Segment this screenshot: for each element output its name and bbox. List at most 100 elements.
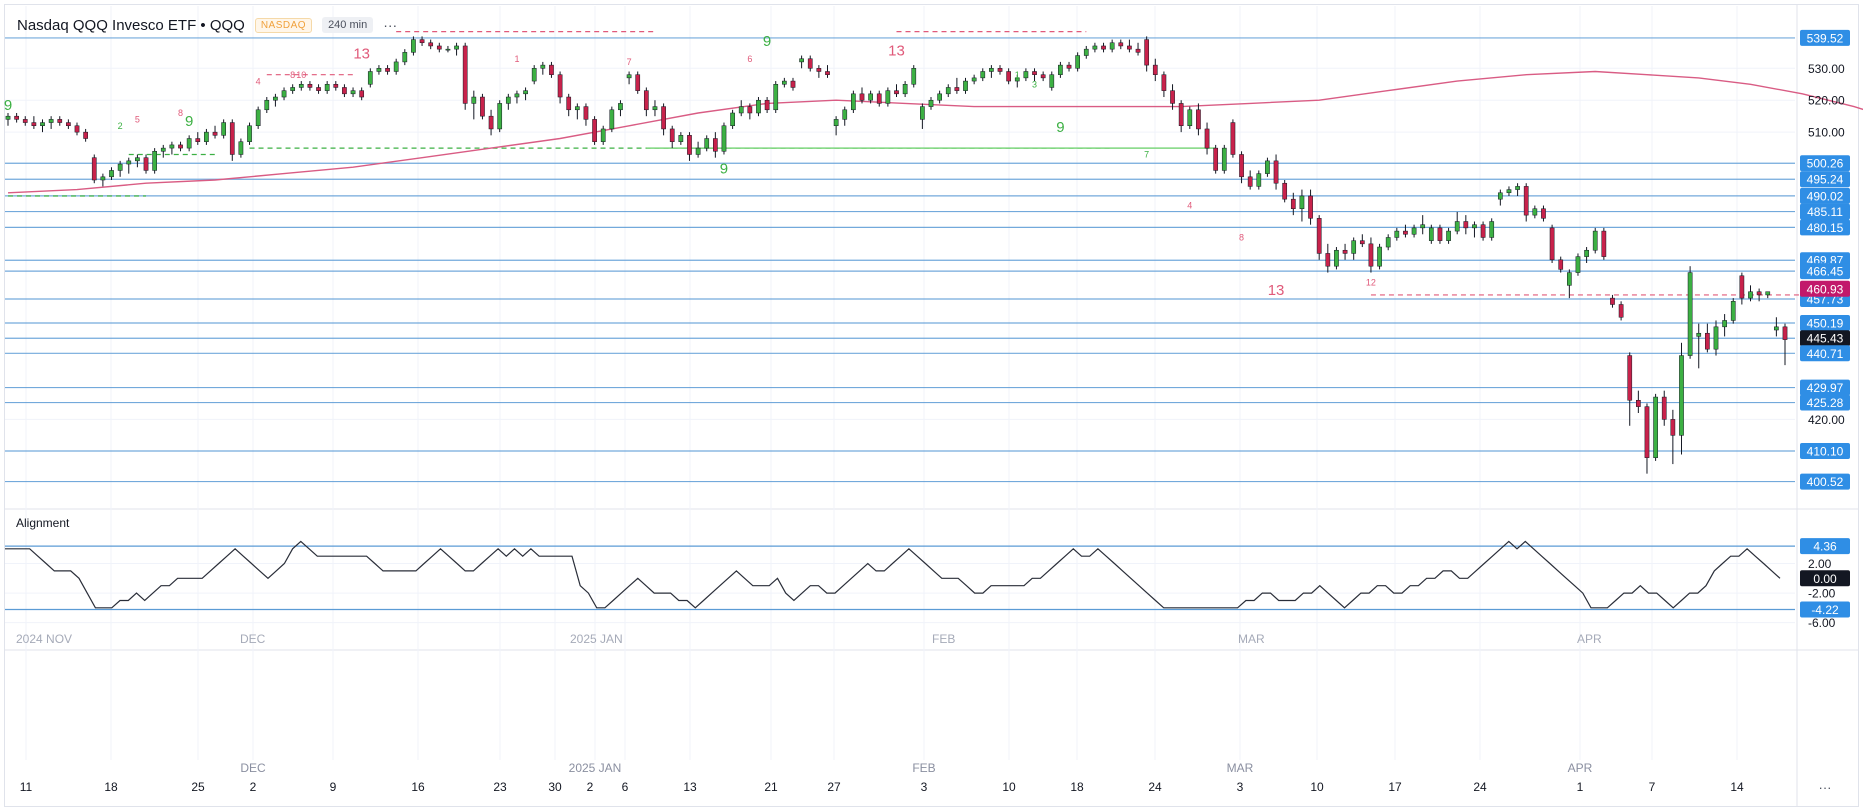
oscillator-level-label-bg xyxy=(1800,601,1850,618)
candle-body xyxy=(411,39,416,53)
candle-body xyxy=(1299,195,1305,209)
candle-body xyxy=(876,93,882,104)
candle-body xyxy=(1566,272,1572,286)
candle-body xyxy=(1532,208,1538,216)
candle-body xyxy=(1187,109,1193,127)
level-price-label-bg xyxy=(1800,155,1850,172)
candle-body xyxy=(1463,221,1469,229)
sequence-count-label: 13 xyxy=(888,43,905,60)
sequence-count-label: 1 xyxy=(1015,70,1020,80)
candle-body xyxy=(1282,182,1288,200)
candle-body xyxy=(1420,224,1426,229)
candle-body xyxy=(143,157,149,171)
time-axis-month-label: APR xyxy=(1568,761,1593,775)
candle-body xyxy=(773,84,779,111)
moving-average-line xyxy=(7,70,1863,194)
candle-body xyxy=(255,109,261,127)
candle-body xyxy=(1239,154,1244,178)
candle-body xyxy=(980,71,986,79)
candle-body xyxy=(851,93,856,111)
sequence-count-label: 12 xyxy=(1366,277,1376,287)
candle-body xyxy=(1325,253,1331,267)
candle-body xyxy=(712,138,718,152)
candle-body xyxy=(1075,55,1081,69)
candle-body xyxy=(1653,396,1658,458)
candle-body xyxy=(48,119,54,123)
time-axis-label: 13 xyxy=(683,780,697,794)
candle-body xyxy=(1627,355,1633,401)
candle-body xyxy=(1394,230,1400,238)
candle-body xyxy=(281,90,287,98)
candle-body xyxy=(1161,74,1167,91)
candle-body xyxy=(1584,249,1589,257)
candle-body xyxy=(204,131,209,142)
symbol-title[interactable]: Nasdaq QQQ Invesco ETF • QQQ xyxy=(17,16,245,34)
candle-body xyxy=(1213,147,1219,171)
candle-body xyxy=(1636,399,1641,407)
candle-body xyxy=(1428,227,1434,241)
month-watermark-label: FEB xyxy=(932,632,955,646)
candle-body xyxy=(480,96,485,117)
price-tick-label: 420.00 xyxy=(1808,413,1845,427)
oscillator-level-label: 4.36 xyxy=(1813,540,1837,554)
candle-body xyxy=(1782,326,1788,340)
sequence-count-label: 1 xyxy=(514,54,519,64)
candle-body xyxy=(782,80,787,85)
candle-body xyxy=(402,52,408,63)
time-axis-label: 16 xyxy=(411,780,425,794)
candle-body xyxy=(109,170,114,178)
candle-body xyxy=(152,151,157,171)
candle-body xyxy=(618,103,623,111)
sequence-count-label: 4 xyxy=(1187,201,1192,211)
candle-body xyxy=(885,90,891,104)
candle-body xyxy=(247,125,252,142)
candle-body xyxy=(1618,304,1624,318)
candle-body xyxy=(393,61,399,72)
candle-body xyxy=(324,84,330,91)
interval-badge[interactable]: 240 min xyxy=(322,17,374,33)
candle-body xyxy=(920,106,925,120)
candle-body xyxy=(902,84,908,95)
time-axis-label: 24 xyxy=(1473,780,1487,794)
candle-body xyxy=(747,106,753,114)
month-watermark-label: 2024 NOV xyxy=(16,632,72,646)
time-axis-label: 17 xyxy=(1388,780,1402,794)
sequence-count-label: 6 xyxy=(747,54,752,64)
level-price-label-bg xyxy=(1800,345,1850,362)
candle-body xyxy=(928,99,934,107)
level-price-label: 400.52 xyxy=(1807,475,1844,489)
month-watermark-label: MAR xyxy=(1238,632,1265,646)
candle-body xyxy=(221,122,227,136)
oscillator-line xyxy=(5,540,1781,609)
candle-body xyxy=(1083,48,1089,56)
time-axis-label: 2 xyxy=(587,780,594,794)
candle-body xyxy=(989,68,994,72)
candle-body xyxy=(643,90,649,111)
candle-body xyxy=(445,48,451,51)
candle-body xyxy=(1066,64,1072,69)
candle-body xyxy=(14,115,19,120)
candle-body xyxy=(178,144,183,149)
sequence-count-label: 13 xyxy=(353,46,370,63)
candle-body xyxy=(1472,224,1477,229)
level-price-label-bg xyxy=(1800,263,1850,280)
last-price-label-bg xyxy=(1800,280,1850,297)
candle-body xyxy=(186,138,192,149)
candle-body xyxy=(117,163,123,171)
candle-body xyxy=(1058,64,1063,75)
more-options-button[interactable]: ··· xyxy=(383,17,398,33)
time-axis-label: 23 xyxy=(493,780,507,794)
candle-body xyxy=(661,106,666,130)
price-tick-label: 530.00 xyxy=(1808,62,1845,76)
level-price-label-bg xyxy=(1800,379,1850,396)
candle-body xyxy=(350,90,356,95)
candle-body xyxy=(1290,198,1296,209)
candle-body xyxy=(359,90,365,98)
candle-body xyxy=(963,80,968,91)
candle-body xyxy=(91,157,97,181)
candle-body xyxy=(514,93,520,98)
candle-body xyxy=(1247,176,1253,187)
sequence-count-label: 9 xyxy=(763,33,771,50)
candle-body xyxy=(436,45,442,50)
